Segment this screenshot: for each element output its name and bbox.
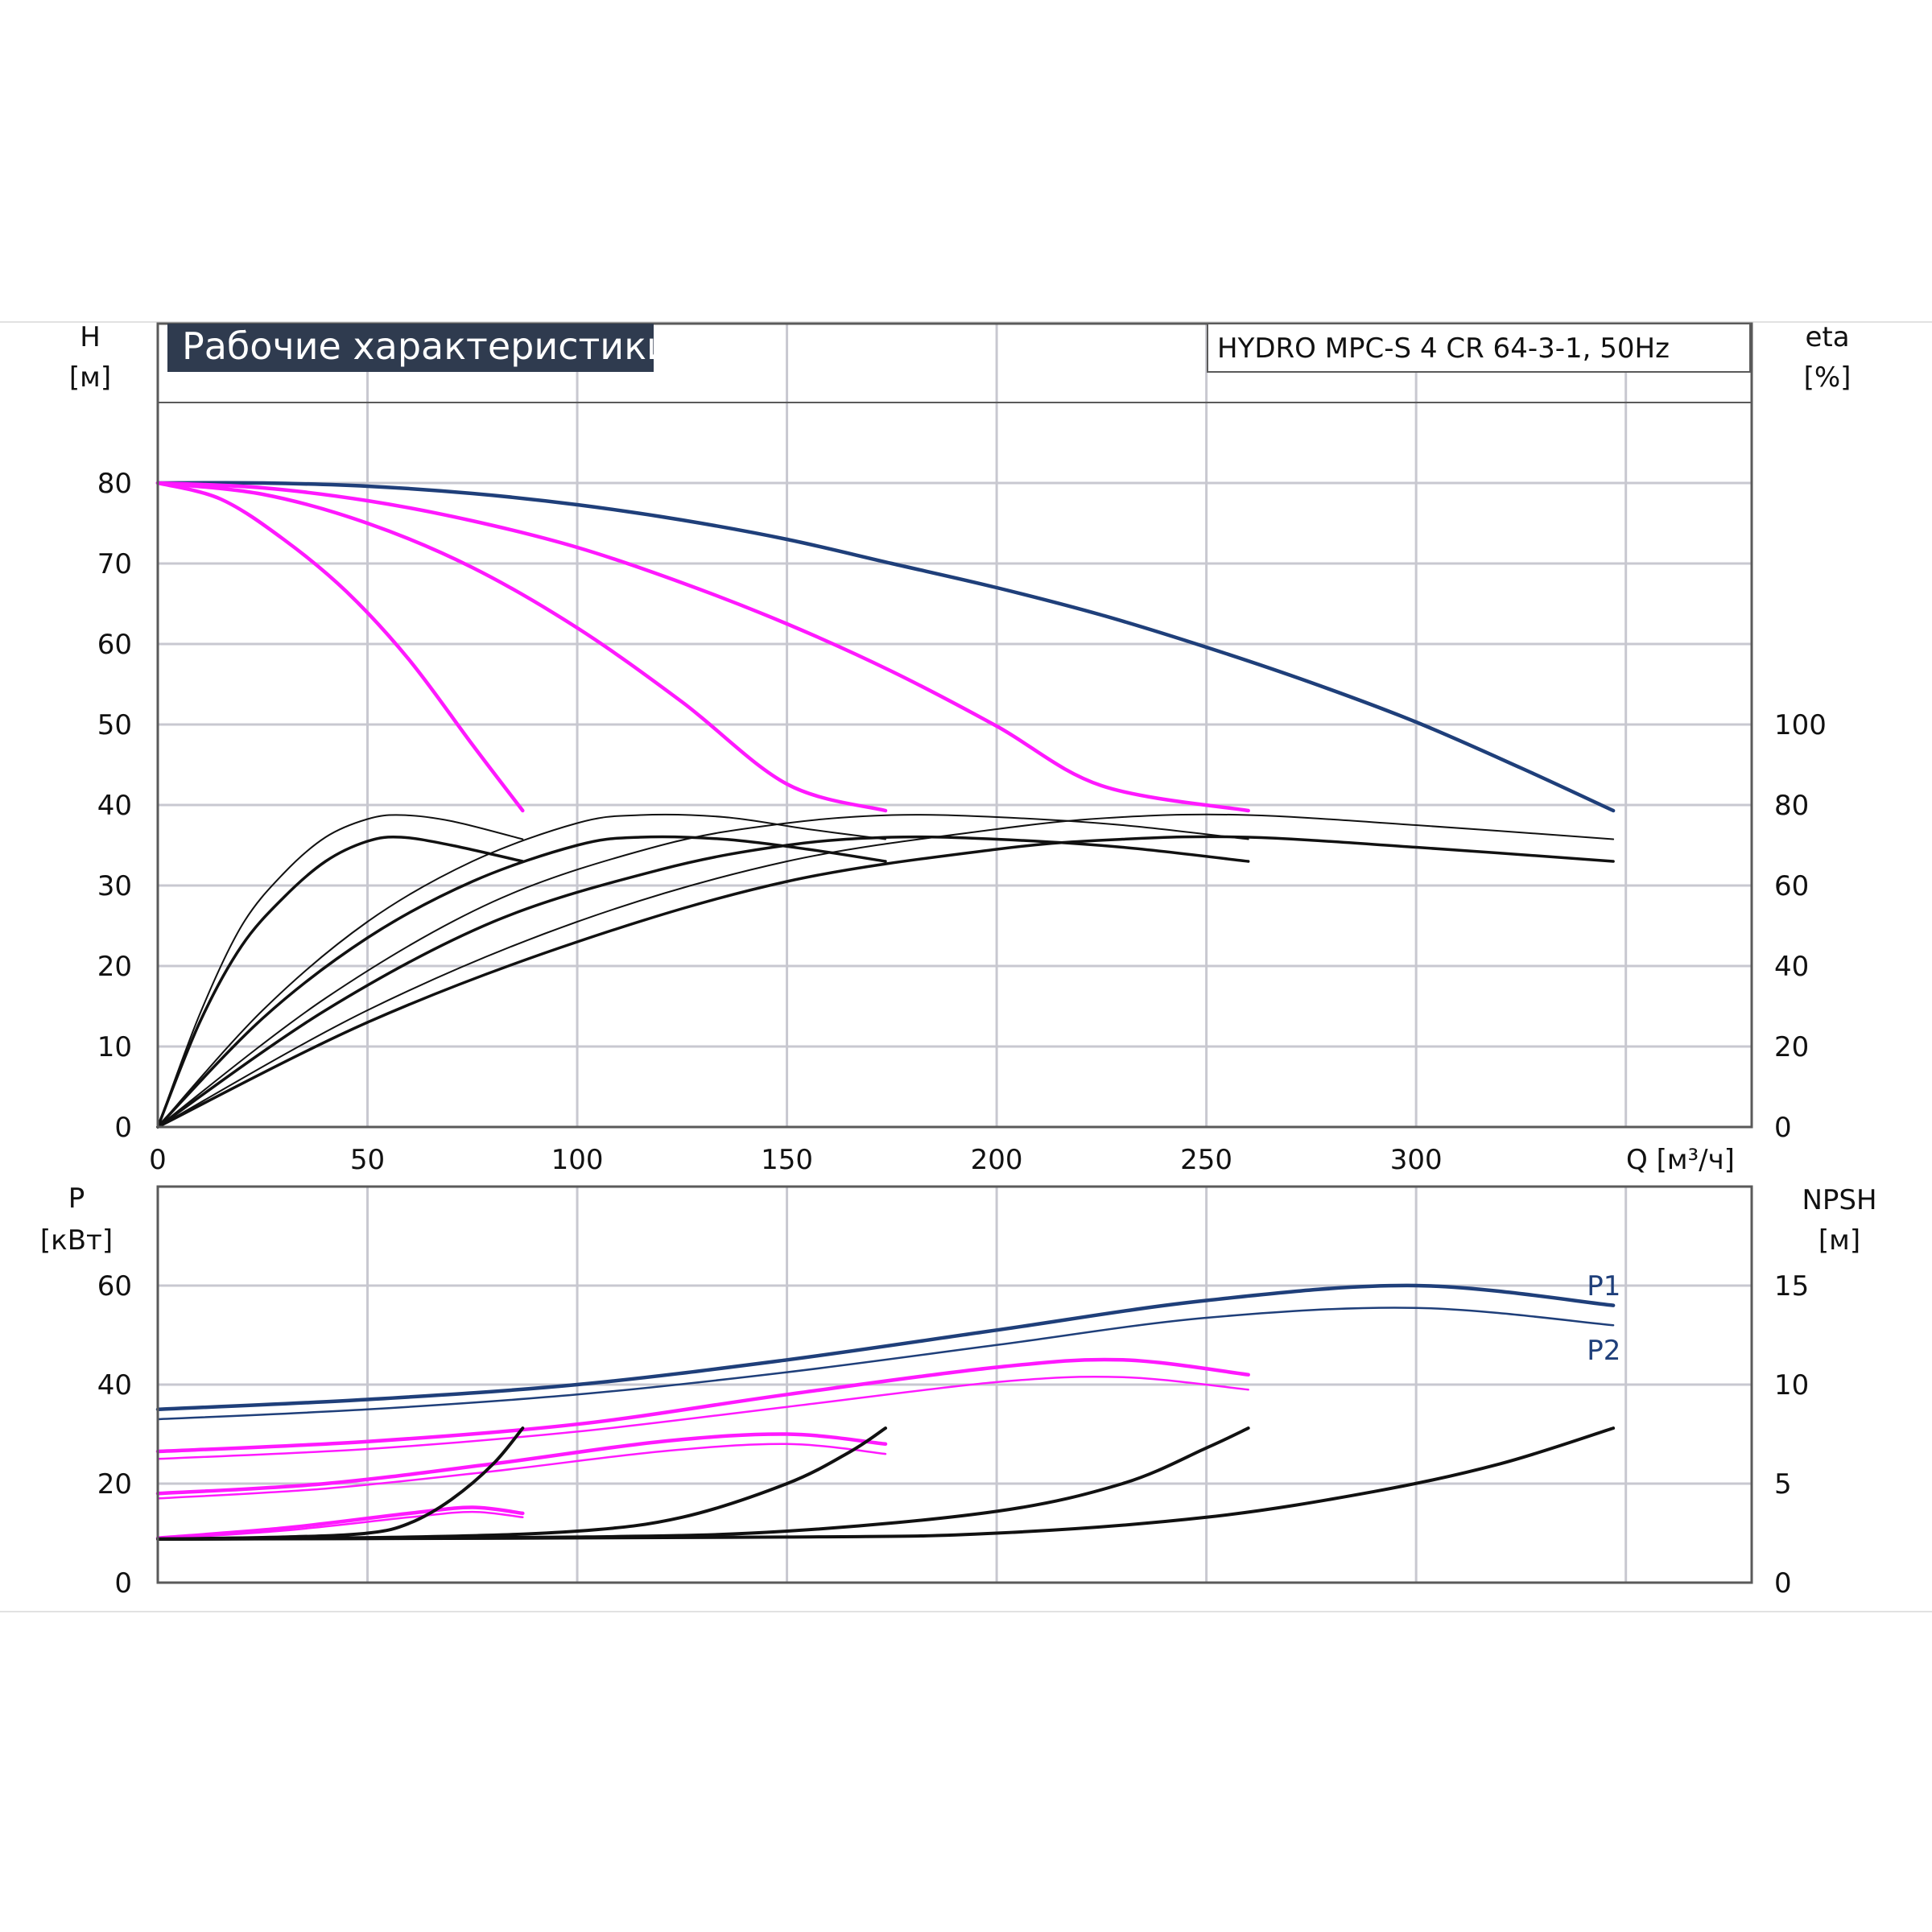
chart-title: Рабочие характеристики <box>182 324 671 368</box>
curve-P1-3 <box>155 1357 1250 1454</box>
curve-P1-2 <box>155 1432 888 1496</box>
y-tick-label: 70 <box>97 548 132 580</box>
y-tick-label: 80 <box>97 468 132 500</box>
head-grid <box>158 324 1752 1127</box>
y-tick-label: 50 <box>97 709 132 741</box>
curve-etas-1 <box>156 835 525 1129</box>
y2-tick-label: 0 <box>1774 1112 1792 1144</box>
y2-tick-label: 10 <box>1774 1369 1809 1402</box>
power-panel: 0 20 40 60 0 5 10 15 P1 P2 P [кВт] NPSH [м] <box>40 1183 1877 1600</box>
y-tick-label: 60 <box>97 629 132 661</box>
y-tick-label: 0 <box>114 1567 132 1600</box>
curve-head-1 <box>155 481 525 813</box>
curve-eta-2 <box>157 813 886 1128</box>
x-tick-label: 0 <box>149 1144 167 1176</box>
eta-y-unit: [%] <box>1804 361 1852 394</box>
npsh-y-label: NPSH <box>1802 1184 1876 1216</box>
head-panel: 0 10 20 30 40 50 60 70 80 0 20 40 60 80 100 0 50 100 150 20… <box>69 321 1852 1176</box>
power-curve-labels: P1 P2 <box>1587 1270 1620 1367</box>
y2-tick-label: 60 <box>1774 870 1809 902</box>
y-tick-label: 20 <box>97 1468 132 1501</box>
power-grid <box>158 1187 1752 1583</box>
y-tick-label: 40 <box>97 790 132 822</box>
y-tick-label: 0 <box>114 1112 132 1144</box>
y-tick-label: 30 <box>97 870 132 902</box>
y-tick-label: 60 <box>97 1270 132 1302</box>
curve-label-p2: P2 <box>1587 1335 1620 1367</box>
head-y-label: H <box>80 321 101 353</box>
x-tick-label: 100 <box>551 1144 604 1176</box>
y2-tick-label: 100 <box>1774 709 1827 741</box>
y-tick-label: 20 <box>97 951 132 983</box>
x-axis-label: Q [м³/ч] <box>1626 1144 1735 1176</box>
head-ticks: 0 10 20 30 40 50 60 70 80 0 20 40 60 80 100 0 50 100 150 20… <box>97 468 1827 1176</box>
curve-P2-2 <box>156 1443 887 1500</box>
head-y-unit: [м] <box>69 361 111 394</box>
y2-tick-label: 80 <box>1774 790 1809 822</box>
power-y-label: P <box>68 1183 85 1215</box>
y2-tick-label: 15 <box>1774 1270 1809 1302</box>
y-tick-label: 40 <box>97 1369 132 1402</box>
npsh-y-unit: [м] <box>1818 1224 1860 1257</box>
model-label: HYDRO MPC-S 4 CR 64-3-1, 50Hz <box>1217 332 1670 365</box>
model-box <box>1207 323 1751 373</box>
y2-tick-label: 5 <box>1774 1468 1792 1501</box>
curve-etas-2 <box>156 835 887 1129</box>
head-curves <box>155 481 1616 1129</box>
curve-etas-4 <box>156 835 1615 1129</box>
curve-head-3 <box>155 481 1250 813</box>
curve-P1-1 <box>155 1505 525 1540</box>
y2-tick-label: 40 <box>1774 951 1809 983</box>
x-tick-label: 150 <box>761 1144 813 1176</box>
x-tick-label: 50 <box>350 1144 385 1176</box>
curve-P1-4 <box>155 1283 1616 1412</box>
power-frame <box>156 1185 1753 1584</box>
curve-head-4 <box>155 481 1616 813</box>
curve-P2-3 <box>156 1375 1249 1460</box>
power-y-unit: [кВт] <box>40 1224 113 1257</box>
power-ticks: 0 20 40 60 0 5 10 15 <box>97 1270 1810 1600</box>
curve-eta-4 <box>157 813 1615 1128</box>
curve-NPSH-4 <box>156 1426 1616 1541</box>
curve-head-2 <box>155 481 888 813</box>
curve-eta-1 <box>157 814 524 1128</box>
curve-etas-3 <box>156 835 1250 1129</box>
y2-tick-label: 20 <box>1774 1031 1809 1063</box>
x-tick-label: 250 <box>1180 1144 1232 1176</box>
head-frame <box>156 322 1753 1129</box>
y-tick-label: 10 <box>97 1031 132 1063</box>
eta-y-label: eta <box>1805 321 1849 353</box>
curve-P2-1 <box>156 1510 524 1541</box>
power-curves <box>155 1283 1616 1541</box>
title-banner <box>167 324 654 372</box>
curve-P2-4 <box>156 1307 1615 1421</box>
x-tick-label: 200 <box>971 1144 1023 1176</box>
y2-tick-label: 0 <box>1774 1567 1792 1600</box>
curve-label-p1: P1 <box>1587 1270 1620 1302</box>
x-tick-label: 300 <box>1390 1144 1443 1176</box>
